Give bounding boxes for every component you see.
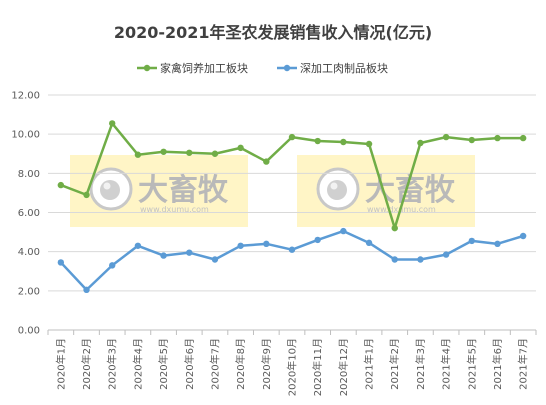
x-tick-label: 2020年3月 bbox=[106, 338, 119, 390]
x-tick-label: 2020年6月 bbox=[183, 338, 196, 390]
data-point bbox=[442, 133, 450, 141]
x-tick-label: 2021年2月 bbox=[388, 338, 401, 390]
data-point bbox=[288, 246, 296, 253]
x-tick-label: 2021年5月 bbox=[465, 338, 478, 390]
x-tick-label: 2020年10月 bbox=[286, 338, 299, 396]
data-point bbox=[263, 158, 270, 165]
data-point bbox=[186, 249, 193, 256]
series-line bbox=[59, 229, 524, 292]
x-tick-label: 2020年2月 bbox=[80, 338, 93, 390]
chart-title: 2020-2021年圣农发展销售收入情况(亿元) bbox=[114, 23, 432, 42]
x-tick-label: 2020年8月 bbox=[234, 338, 247, 390]
data-point bbox=[314, 137, 321, 145]
watermark-logo-dot bbox=[330, 182, 338, 190]
data-point bbox=[494, 134, 501, 142]
series-1 bbox=[57, 120, 527, 232]
watermark-text: 大畜牧 bbox=[138, 173, 229, 208]
legend-item: 深加工肉制品板块 bbox=[277, 61, 388, 75]
data-point bbox=[314, 236, 321, 244]
x-tick-label: 2020年5月 bbox=[157, 338, 170, 390]
series-2 bbox=[57, 227, 527, 294]
y-tick-label: 8.00 bbox=[18, 169, 40, 180]
legend-item: 家禽饲养加工板块 bbox=[137, 61, 248, 75]
data-point bbox=[263, 240, 270, 248]
y-axis-ticks: 0.00 2.00 4.00 6.00 8.00 10.00 12.00 bbox=[11, 91, 40, 337]
legend-label: 家禽饲养加工板块 bbox=[160, 61, 248, 75]
data-point bbox=[417, 256, 424, 263]
data-point bbox=[288, 133, 296, 141]
data-point bbox=[340, 138, 347, 146]
legend-marker bbox=[143, 64, 151, 72]
data-point bbox=[57, 181, 65, 189]
y-tick-label: 6.00 bbox=[18, 208, 40, 219]
legend: 家禽饲养加工板块 深加工肉制品板块 bbox=[137, 61, 388, 75]
data-point bbox=[468, 237, 475, 245]
x-tick-label: 2021年7月 bbox=[517, 338, 530, 390]
data-point bbox=[160, 148, 167, 155]
data-point bbox=[109, 262, 116, 269]
legend-marker bbox=[283, 64, 291, 72]
watermark-logo-core bbox=[327, 180, 347, 200]
data-point bbox=[468, 136, 475, 144]
x-tick-label: 2020年7月 bbox=[208, 338, 221, 390]
x-axis-ticks: 2020年1月 2020年2月 2020年3月 2020年4月 2020年5月 2020年… bbox=[54, 338, 529, 396]
x-tick-label: 2021年3月 bbox=[414, 338, 427, 390]
data-point bbox=[134, 242, 142, 249]
y-tick-label: 2.00 bbox=[18, 286, 40, 297]
data-point bbox=[519, 134, 527, 142]
data-point bbox=[340, 227, 347, 235]
data-point bbox=[417, 139, 424, 147]
data-point bbox=[365, 239, 373, 247]
x-tick-label: 2021年4月 bbox=[440, 338, 453, 390]
x-tick-label: 2020年9月 bbox=[260, 338, 273, 390]
legend-label: 深加工肉制品板块 bbox=[300, 61, 388, 75]
data-point bbox=[160, 252, 167, 259]
data-point bbox=[83, 191, 90, 199]
data-point bbox=[109, 120, 116, 127]
x-tick-label: 2020年12月 bbox=[337, 338, 350, 396]
data-point bbox=[83, 286, 90, 294]
y-tick-label: 12.00 bbox=[11, 91, 40, 102]
data-point bbox=[237, 144, 244, 152]
x-tick-label: 2021年1月 bbox=[363, 338, 376, 390]
data-point bbox=[519, 232, 527, 240]
data-point bbox=[365, 140, 373, 148]
data-point bbox=[391, 224, 398, 232]
data-point bbox=[211, 150, 219, 157]
watermark-logo-core bbox=[100, 180, 120, 200]
data-point bbox=[186, 149, 193, 156]
x-tick-label: 2020年11月 bbox=[311, 338, 324, 396]
y-tick-label: 0.00 bbox=[18, 326, 40, 337]
series bbox=[57, 120, 527, 294]
watermark-url: www.dxumu.com bbox=[140, 205, 209, 214]
data-point bbox=[442, 251, 450, 258]
data-point bbox=[211, 256, 219, 263]
x-tick-label: 2021年6月 bbox=[491, 338, 504, 390]
x-tick-label: 2020年4月 bbox=[131, 338, 144, 390]
data-point bbox=[134, 151, 142, 158]
x-tick-label: 2020年1月 bbox=[54, 338, 67, 390]
watermark-logo-dot bbox=[103, 182, 111, 190]
y-tick-label: 10.00 bbox=[11, 130, 40, 141]
data-point bbox=[494, 240, 501, 248]
y-tick-label: 4.00 bbox=[18, 247, 40, 258]
data-point bbox=[57, 259, 65, 266]
data-point bbox=[237, 242, 244, 249]
data-point bbox=[391, 256, 398, 263]
